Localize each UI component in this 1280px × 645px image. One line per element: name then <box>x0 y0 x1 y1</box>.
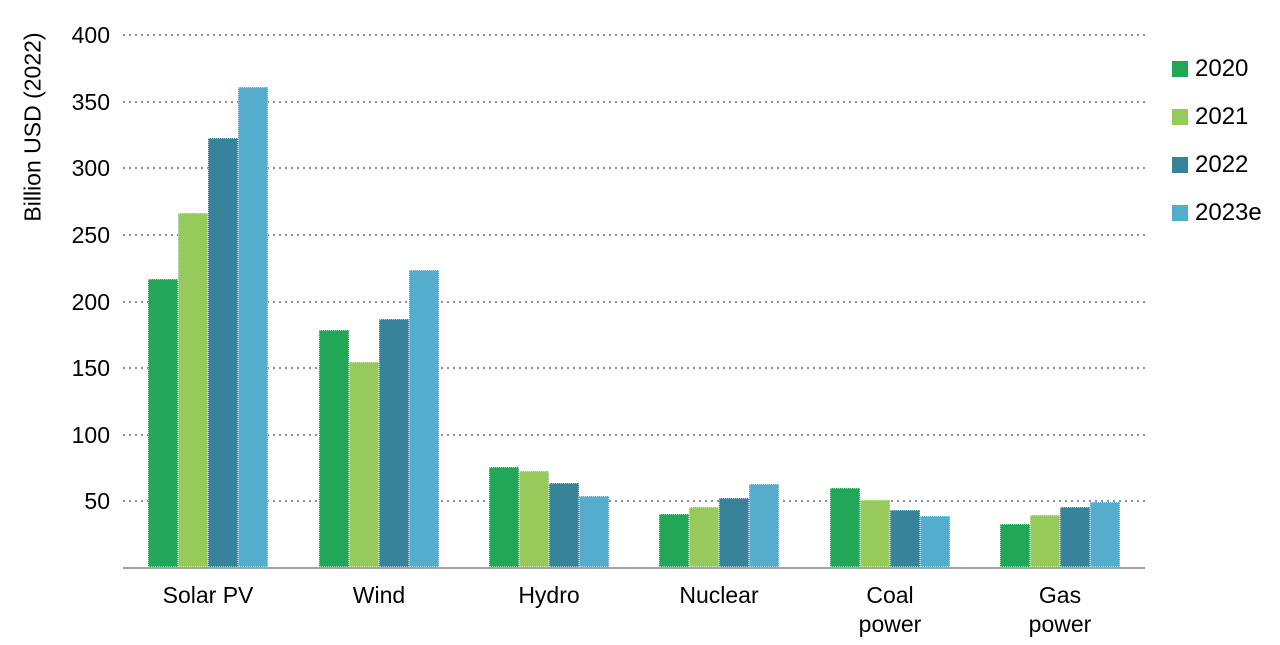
bar-2022-coal-power <box>890 510 920 567</box>
x-axis-line <box>123 567 1145 569</box>
legend-label: 2022 <box>1195 150 1249 178</box>
legend: 2020 2021 2022 2023e <box>1172 54 1262 249</box>
legend-item: 2022 <box>1172 150 1262 178</box>
gridline <box>123 367 1145 370</box>
y-tick-label: 50 <box>84 488 110 515</box>
gridline <box>123 233 1145 236</box>
bar-2023e-gas-power <box>1090 502 1120 567</box>
y-tick-label: 150 <box>71 355 110 382</box>
category-label: Coal power <box>858 582 922 637</box>
legend-swatch-2022 <box>1172 156 1188 173</box>
bar-2020-gas-power <box>1000 524 1030 567</box>
legend-label: 2023e <box>1195 198 1262 226</box>
bar-2022-solar-pv <box>208 138 238 567</box>
gridline <box>123 433 1145 436</box>
category-label: Hydro <box>518 582 580 608</box>
legend-label: 2020 <box>1195 54 1249 82</box>
bar-2023e-solar-pv <box>238 87 268 567</box>
y-tick-label: 350 <box>71 88 110 115</box>
bar-2020-hydro <box>489 467 519 567</box>
bar-2023e-hydro <box>579 496 609 567</box>
legend-label: 2021 <box>1195 102 1249 130</box>
bar-2021-nuclear <box>689 507 719 567</box>
bar-2021-gas-power <box>1030 515 1060 567</box>
y-tick-label: 250 <box>71 221 110 248</box>
bar-2021-hydro <box>519 471 549 567</box>
bar-2020-nuclear <box>659 514 689 567</box>
bar-2022-hydro <box>549 483 579 567</box>
legend-swatch-2021 <box>1172 108 1188 125</box>
bar-2021-solar-pv <box>178 213 208 567</box>
y-tick-label: 400 <box>71 22 110 48</box>
gridline <box>123 100 1145 103</box>
bar-2022-nuclear <box>719 498 749 567</box>
legend-swatch-2020 <box>1172 60 1188 77</box>
category-label: Gas power <box>1028 582 1092 637</box>
legend-item: 2023e <box>1172 198 1262 226</box>
category-label: Solar PV <box>162 582 254 608</box>
category-label: Wind <box>352 582 406 608</box>
y-tick-label: 100 <box>71 421 110 448</box>
gridline <box>123 167 1145 170</box>
bar-2021-wind <box>349 362 379 567</box>
bar-2021-coal-power <box>860 500 890 567</box>
gridline <box>123 500 1145 503</box>
gridline <box>123 300 1145 303</box>
category-label: Nuclear <box>679 582 759 608</box>
y-axis-label: Billion USD (2022) <box>19 32 46 222</box>
bar-2020-solar-pv <box>148 279 178 567</box>
bar-2020-wind <box>319 330 349 567</box>
bar-2023e-wind <box>409 270 439 567</box>
bar-2022-gas-power <box>1060 507 1090 567</box>
y-tick-label: 300 <box>71 155 110 182</box>
legend-swatch-2023e <box>1172 204 1188 221</box>
bar-2020-coal-power <box>830 488 860 567</box>
bar-2022-wind <box>379 319 409 567</box>
legend-item: 2020 <box>1172 54 1262 82</box>
y-tick-label: 200 <box>71 288 110 315</box>
bar-2023e-coal-power <box>920 516 950 567</box>
bar-2023e-nuclear <box>749 484 779 567</box>
gridline <box>123 34 1145 36</box>
legend-item: 2021 <box>1172 102 1262 130</box>
